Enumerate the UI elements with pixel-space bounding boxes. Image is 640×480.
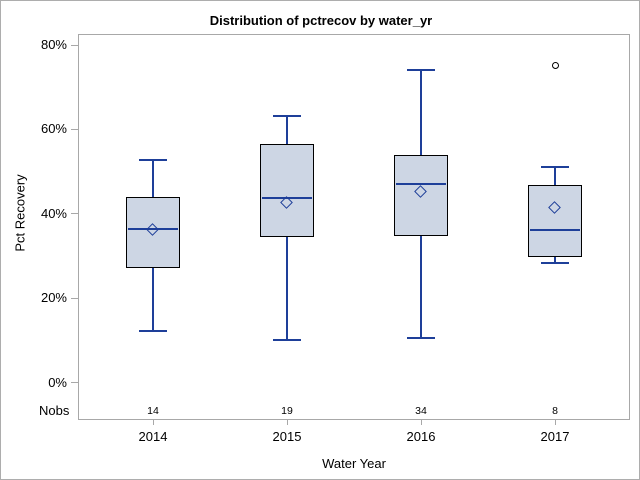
x-tick-mark bbox=[287, 420, 288, 425]
nobs-value: 8 bbox=[552, 405, 558, 417]
whisker-line-lower bbox=[286, 236, 288, 340]
box-plot-box bbox=[260, 144, 314, 237]
y-tick-mark bbox=[71, 213, 78, 215]
x-tick-mark bbox=[153, 420, 154, 425]
median-line bbox=[530, 229, 580, 232]
median-line bbox=[128, 228, 178, 231]
whisker-cap-upper bbox=[139, 158, 167, 161]
x-axis-title: Water Year bbox=[322, 456, 386, 471]
whisker-line-lower bbox=[554, 257, 556, 263]
y-tick-label: 80% bbox=[40, 37, 67, 52]
whisker-cap-lower bbox=[273, 338, 301, 341]
nobs-value: 14 bbox=[147, 405, 159, 417]
y-tick-mark bbox=[71, 128, 78, 130]
y-tick-label: 40% bbox=[40, 205, 67, 221]
y-tick-mark bbox=[71, 297, 78, 299]
box-plot-box bbox=[528, 185, 582, 258]
y-tick-mark bbox=[71, 44, 78, 46]
median-line bbox=[262, 196, 312, 199]
whisker-line-upper bbox=[152, 159, 154, 197]
median-line bbox=[396, 182, 446, 185]
y-tick-label: 0% bbox=[48, 374, 67, 390]
y-tick-label: 20% bbox=[40, 290, 67, 306]
x-tick-mark bbox=[555, 420, 556, 425]
x-tick-mark bbox=[421, 420, 422, 425]
whisker-cap-upper bbox=[273, 114, 301, 117]
nobs-value: 19 bbox=[281, 405, 293, 417]
whisker-line-lower bbox=[152, 267, 154, 331]
whisker-line-upper bbox=[554, 167, 556, 186]
whisker-cap-upper bbox=[407, 68, 435, 71]
y-tick-label: 60% bbox=[40, 121, 67, 137]
whisker-cap-upper bbox=[541, 166, 569, 169]
nobs-value: 34 bbox=[415, 405, 427, 417]
chart-title: Distribution of pctrecov by water_yr bbox=[209, 13, 433, 28]
whisker-cap-lower bbox=[407, 336, 435, 339]
whisker-cap-lower bbox=[139, 329, 167, 332]
y-tick-mark bbox=[71, 382, 78, 383]
whisker-line-upper bbox=[420, 69, 422, 156]
whisker-line-lower bbox=[420, 236, 422, 338]
box-plot-box bbox=[394, 155, 448, 237]
x-tick-label: 2017 bbox=[540, 429, 570, 444]
nobs-row-label: Nobs bbox=[39, 403, 70, 418]
box-plot-box bbox=[126, 196, 180, 268]
x-tick-label: 2015 bbox=[272, 429, 302, 444]
whisker-line-upper bbox=[286, 115, 288, 145]
whisker-cap-lower bbox=[541, 261, 569, 264]
outlier-point bbox=[551, 62, 559, 70]
x-tick-label: 2014 bbox=[138, 429, 168, 444]
x-tick-label: 2016 bbox=[406, 429, 436, 444]
